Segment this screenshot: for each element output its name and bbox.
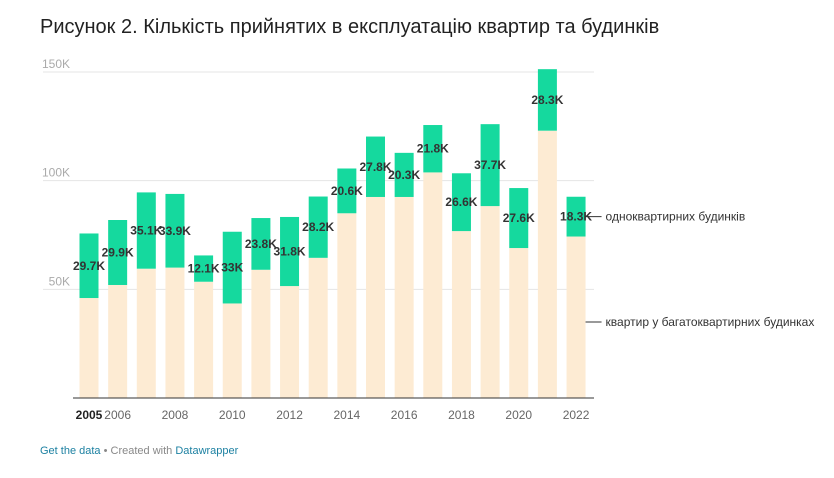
bar-apartments [251,269,271,398]
bar-apartments [308,257,328,398]
x-tick-label: 2018 [448,408,475,422]
legend-label-apartments: квартир у багатоквартирних будинках [606,315,815,329]
x-tick-label: 2012 [276,408,303,422]
legend-label-houses: одноквартирних будинків [606,210,746,224]
bar-houses [136,192,156,269]
footer-separator: • Created with [100,445,176,457]
bar-houses [308,196,328,258]
data-label: 35.1K [130,224,162,238]
bar-houses [194,255,214,282]
data-label: 37.7K [474,158,506,172]
bar-apartments [509,248,529,398]
y-tick-label: 150K [42,57,70,71]
data-label: 12.1K [188,262,220,276]
bar-houses [509,188,529,249]
bar-apartments [79,298,99,398]
x-tick-label: 2006 [104,408,131,422]
data-label: 29.9K [102,245,134,259]
bar-houses [165,193,185,268]
data-label: 29.7K [73,259,105,273]
bar-houses [394,152,414,197]
y-tick-label: 100K [42,166,70,180]
data-label: 31.8K [274,245,306,259]
x-tick-label: 2016 [391,408,418,422]
bar-apartments [366,196,385,398]
bar-houses [222,231,242,304]
bar-houses [79,233,99,299]
chart-footer: Get the data • Created with Datawrapper [40,445,238,457]
x-tick-label: 2008 [162,408,189,422]
bar-houses [537,69,557,131]
data-label: 27.6K [503,211,535,225]
x-tick-label: 2014 [333,408,360,422]
bar-houses [451,173,471,232]
get-data-link[interactable]: Get the data [40,445,101,457]
data-label: 20.3K [388,168,420,182]
bar-apartments [480,206,500,398]
bar-apartments [222,303,242,398]
bar-houses [566,196,586,237]
data-label: 27.8K [359,160,391,174]
datawrapper-link[interactable]: Datawrapper [175,445,239,457]
data-label: 23.8K [245,237,277,251]
data-label: 33.9K [159,224,191,238]
data-label: 20.6K [331,184,363,198]
data-label: 33K [221,261,243,275]
bar-houses [337,168,357,214]
bar-apartments [280,286,300,398]
data-label: 26.6K [445,195,477,209]
data-label: 28.2K [302,220,334,234]
bar-houses [423,125,443,173]
bar-apartments [136,268,156,398]
x-tick-label: 2010 [219,408,246,422]
bar-apartments [108,284,128,398]
bar-apartments [337,213,357,398]
bar-houses [366,136,385,197]
bar-apartments [537,130,557,398]
y-tick-label: 50K [49,274,70,288]
x-tick-label: 2020 [505,408,532,422]
bar-apartments [566,236,586,398]
bar-apartments [451,231,471,398]
x-tick-label: 2022 [563,408,590,422]
bar-apartments [165,267,185,398]
bar-houses [480,124,500,207]
data-label: 21.8K [417,142,449,156]
chart-title: Рисунок 2. Кількість прийнятих в експлуа… [40,16,660,38]
bar-houses [251,218,271,270]
bar-apartments [194,281,214,398]
data-label: 28.3K [531,93,563,107]
bar-apartments [423,172,443,398]
bar-apartments [394,196,414,398]
data-label: 18.3K [560,210,592,224]
bar-houses [280,216,300,287]
x-tick-label: 2005 [76,408,103,422]
bar-houses [108,220,128,285]
